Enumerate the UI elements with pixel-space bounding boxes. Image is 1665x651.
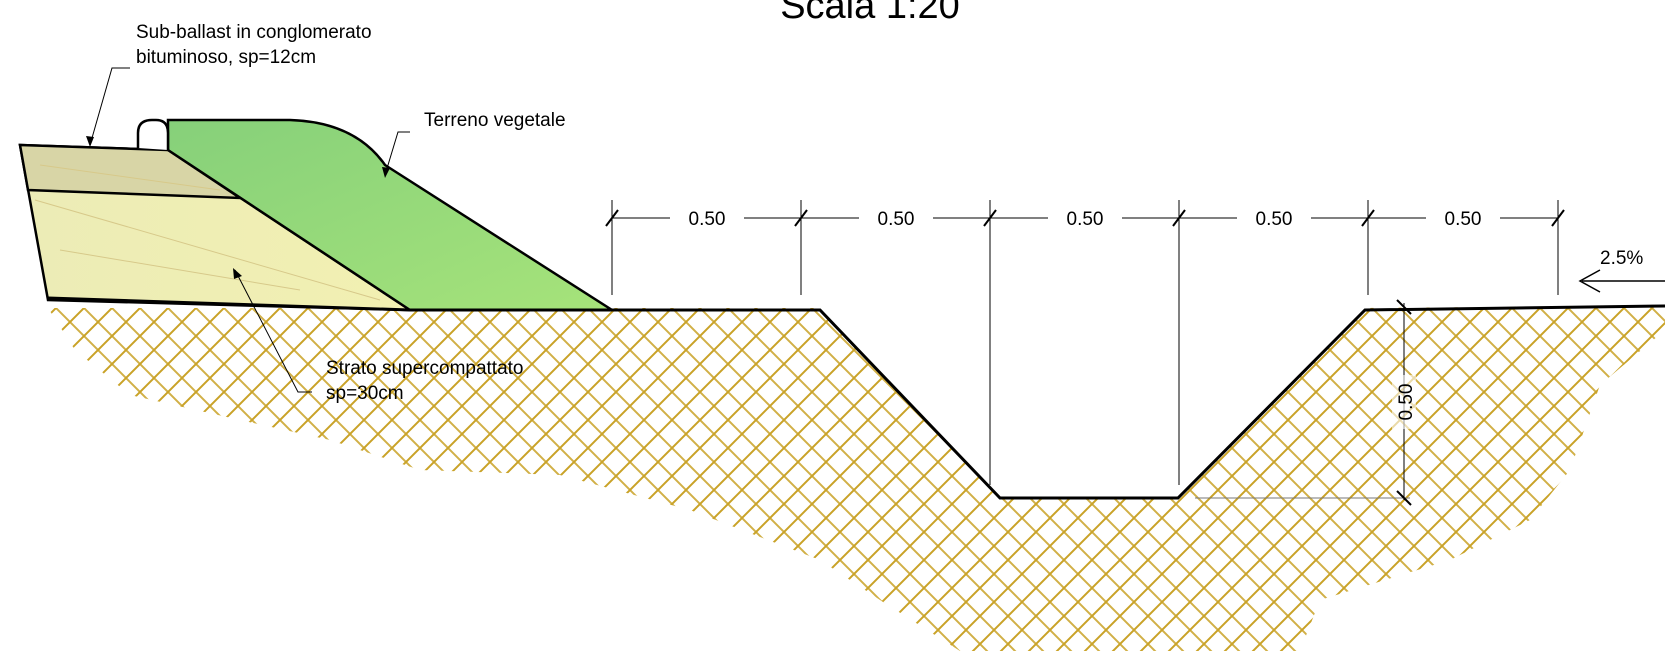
vegetation-embankment [166,118,617,312]
dim-text-bg [1237,206,1311,230]
dim-text-bg [1048,206,1122,230]
dimension-label: 0.50 [1256,209,1293,230]
dimension-label: 0.50 [1067,209,1104,230]
terreno-vegetale-label: Terreno vegetale [424,110,566,131]
sub-ballast-label-line2: bituminoso, sp=12cm [136,47,316,68]
scale-title: Scala 1:20 [780,0,960,27]
strato-label-line1: Strato supercompattato [326,358,524,379]
dimension-label: 0.50 [878,209,915,230]
dim-text-bg [1392,375,1416,429]
dimension-label: 0.50 [1445,209,1482,230]
slope-label: 2.5% [1600,248,1643,269]
ground-profile-line [47,296,1665,500]
strato-label-line2: sp=30cm [326,383,404,404]
layer-texture-lines [34,164,381,301]
leader-lines [89,67,410,393]
sub-ballast-label-line1: Sub-ballast in conglomerato [136,22,372,43]
slope-arrow [1578,269,1665,293]
dim-text-bg [859,206,933,230]
dimension-label: 0.50 [689,209,726,230]
leader-arrowheads [86,136,390,279]
soil-hatch-region [48,306,1665,651]
vertical-dimension-label: 0.50 [1396,384,1417,421]
dim-text-bg [670,206,744,230]
kerb [136,118,170,150]
dim-text-bg [1426,206,1500,230]
